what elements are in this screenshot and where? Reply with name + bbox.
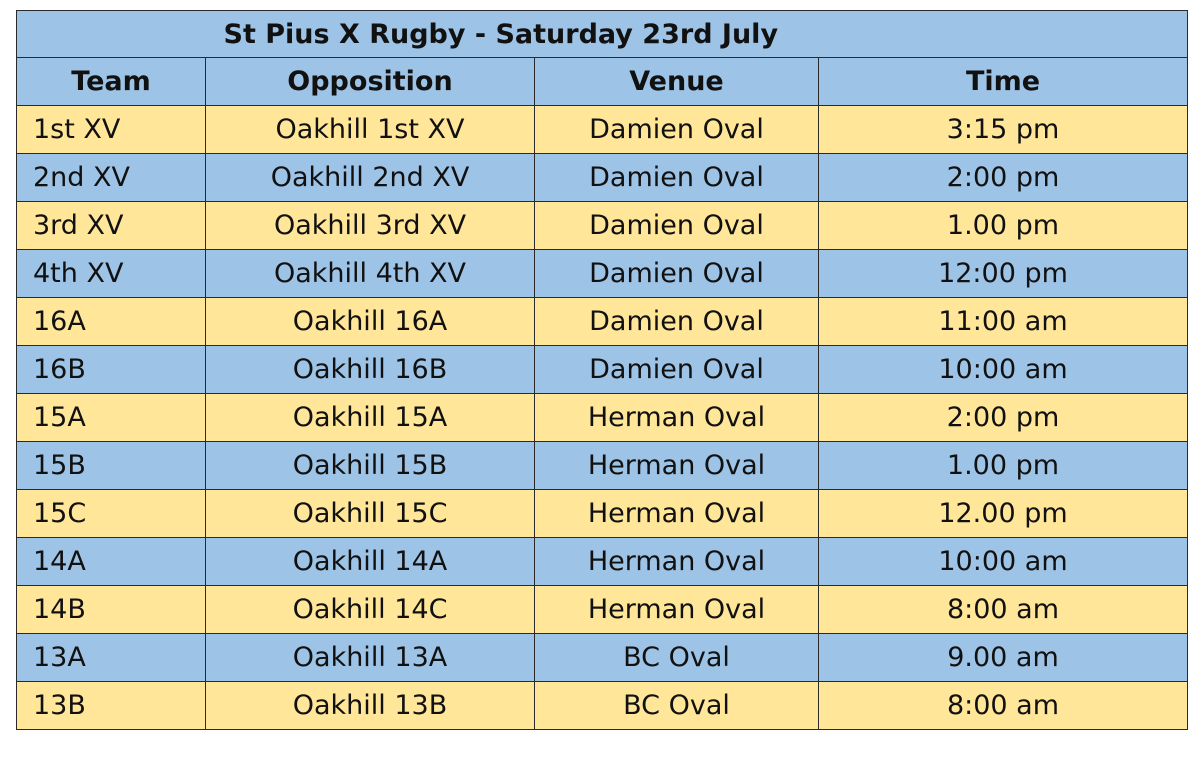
venue-cell: Damien Oval (534, 297, 819, 346)
title-row: St Pius X Rugby - Saturday 23rd July (16, 10, 1188, 58)
team-cell: 15A (16, 393, 206, 442)
time-cell: 8:00 am (818, 585, 1188, 634)
venue-cell: BC Oval (534, 633, 819, 682)
time-cell: 11:00 am (818, 297, 1188, 346)
team-cell: 16A (16, 297, 206, 346)
venue-cell: Damien Oval (534, 201, 819, 250)
header-time: Time (818, 57, 1188, 106)
opposition-cell: Oakhill 15B (205, 441, 535, 490)
team-cell: 2nd XV (16, 153, 206, 202)
venue-cell: Damien Oval (534, 345, 819, 394)
time-cell: 1.00 pm (818, 201, 1188, 250)
time-cell: 10:00 am (818, 345, 1188, 394)
opposition-cell: Oakhill 4th XV (205, 249, 535, 298)
table-row: 15C Oakhill 15C Herman Oval 12.00 pm (16, 489, 1188, 538)
time-cell: 8:00 am (818, 681, 1188, 730)
team-cell: 14B (16, 585, 206, 634)
time-cell: 3:15 pm (818, 105, 1188, 154)
venue-cell: Herman Oval (534, 393, 819, 442)
table-row: 13A Oakhill 13A BC Oval 9.00 am (16, 633, 1188, 682)
opposition-cell: Oakhill 16B (205, 345, 535, 394)
header-opposition: Opposition (205, 57, 535, 106)
time-cell: 2:00 pm (818, 153, 1188, 202)
time-cell: 12.00 pm (818, 489, 1188, 538)
opposition-cell: Oakhill 14C (205, 585, 535, 634)
table-title: St Pius X Rugby - Saturday 23rd July (205, 10, 1188, 58)
table-row: 15B Oakhill 15B Herman Oval 1.00 pm (16, 441, 1188, 490)
time-cell: 9.00 am (818, 633, 1188, 682)
venue-cell: Damien Oval (534, 153, 819, 202)
opposition-cell: Oakhill 15A (205, 393, 535, 442)
opposition-cell: Oakhill 15C (205, 489, 535, 538)
opposition-cell: Oakhill 1st XV (205, 105, 535, 154)
opposition-cell: Oakhill 13A (205, 633, 535, 682)
team-cell: 3rd XV (16, 201, 206, 250)
table-row: 16A Oakhill 16A Damien Oval 11:00 am (16, 297, 1188, 346)
table-row: 3rd XV Oakhill 3rd XV Damien Oval 1.00 pm (16, 201, 1188, 250)
team-cell: 16B (16, 345, 206, 394)
table-row: 13B Oakhill 13B BC Oval 8:00 am (16, 681, 1188, 730)
team-cell: 4th XV (16, 249, 206, 298)
time-cell: 10:00 am (818, 537, 1188, 586)
venue-cell: Damien Oval (534, 105, 819, 154)
fixtures-table-body: St Pius X Rugby - Saturday 23rd July Tea… (16, 10, 1188, 730)
opposition-cell: Oakhill 3rd XV (205, 201, 535, 250)
time-cell: 2:00 pm (818, 393, 1188, 442)
team-cell: 15C (16, 489, 206, 538)
venue-cell: Herman Oval (534, 489, 819, 538)
venue-cell: Herman Oval (534, 537, 819, 586)
venue-cell: Damien Oval (534, 249, 819, 298)
team-cell: 13B (16, 681, 206, 730)
opposition-cell: Oakhill 14A (205, 537, 535, 586)
opposition-cell: Oakhill 16A (205, 297, 535, 346)
table-row: 16B Oakhill 16B Damien Oval 10:00 am (16, 345, 1188, 394)
time-cell: 1.00 pm (818, 441, 1188, 490)
fixtures-table: St Pius X Rugby - Saturday 23rd July Tea… (16, 10, 1188, 730)
time-cell: 12:00 pm (818, 249, 1188, 298)
table-row: 4th XV Oakhill 4th XV Damien Oval 12:00 pm (16, 249, 1188, 298)
header-row: Team Opposition Venue Time (16, 57, 1188, 106)
team-cell: 14A (16, 537, 206, 586)
venue-cell: Herman Oval (534, 441, 819, 490)
table-row: 14B Oakhill 14C Herman Oval 8:00 am (16, 585, 1188, 634)
opposition-cell: Oakhill 2nd XV (205, 153, 535, 202)
team-cell: 13A (16, 633, 206, 682)
team-cell: 15B (16, 441, 206, 490)
table-row: 14A Oakhill 14A Herman Oval 10:00 am (16, 537, 1188, 586)
venue-cell: Herman Oval (534, 585, 819, 634)
header-venue: Venue (534, 57, 819, 106)
table-row: 15A Oakhill 15A Herman Oval 2:00 pm (16, 393, 1188, 442)
title-blank-cell (16, 10, 206, 58)
table-row: 1st XV Oakhill 1st XV Damien Oval 3:15 pm (16, 105, 1188, 154)
opposition-cell: Oakhill 13B (205, 681, 535, 730)
venue-cell: BC Oval (534, 681, 819, 730)
table-row: 2nd XV Oakhill 2nd XV Damien Oval 2:00 pm (16, 153, 1188, 202)
team-cell: 1st XV (16, 105, 206, 154)
header-team: Team (16, 57, 206, 106)
